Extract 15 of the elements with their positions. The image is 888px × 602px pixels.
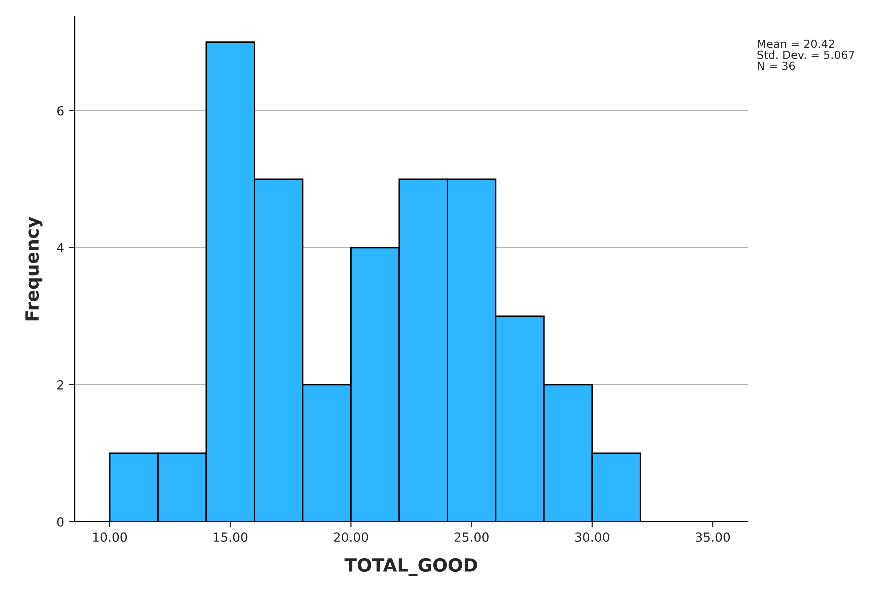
y-tick-label: 0 <box>57 517 64 527</box>
x-axis-title: TOTAL_GOOD <box>344 558 478 576</box>
y-axis-title: Frequency <box>26 216 43 321</box>
x-tick-label: 20.00 <box>334 532 368 542</box>
y-tick-label: 4 <box>57 244 64 253</box>
x-tick-label: 25.00 <box>454 532 489 542</box>
x-tick-label: 15.00 <box>214 532 248 542</box>
text: Mean = 20.42 <box>758 40 834 48</box>
y-tick-label: 6 <box>58 106 64 116</box>
text: Std. Dev. = 5.067 <box>758 50 854 60</box>
text: N = 36 <box>758 62 796 70</box>
y-tick-label: 2 <box>58 380 64 390</box>
x-tick-label: 30.00 <box>575 532 610 542</box>
x-tick-label: 10.00 <box>93 532 128 542</box>
x-tick-label: 35.00 <box>696 532 730 542</box>
